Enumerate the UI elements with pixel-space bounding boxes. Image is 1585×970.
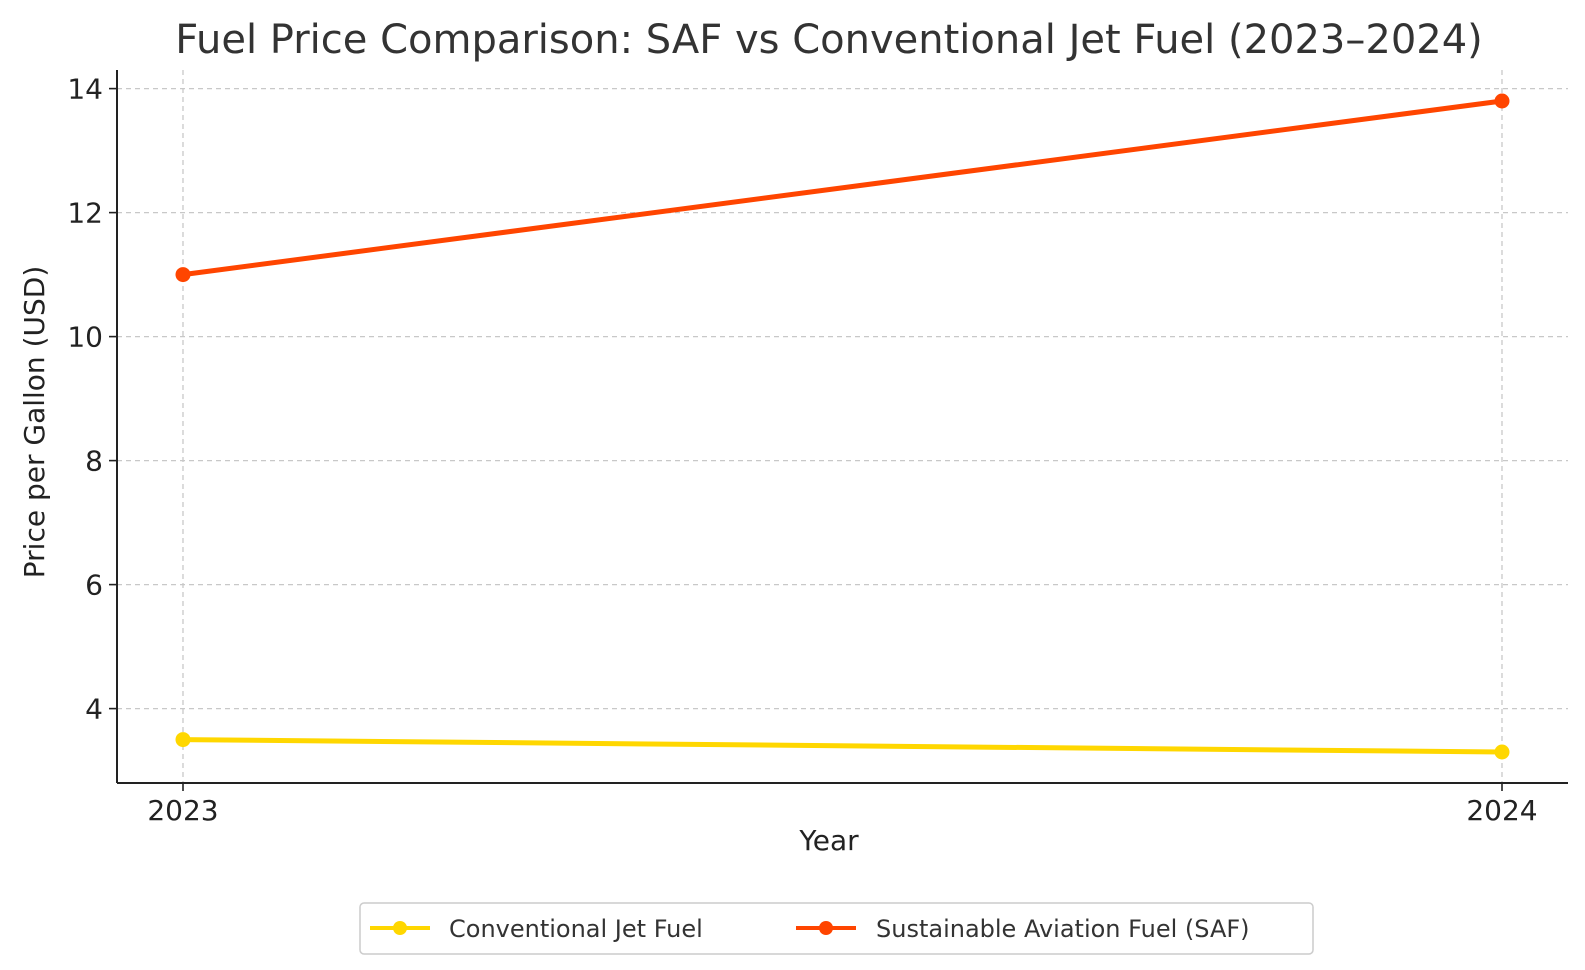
tick-labels: 4 6 8 10 12 14 2023 2024 [67,73,1537,827]
legend-label-conventional: Conventional Jet Fuel [449,915,703,943]
y-tick-label: 8 [85,445,103,478]
legend-item-conventional: Conventional Jet Fuel [370,915,703,943]
legend-marker-conventional [393,921,407,935]
x-axis-label: Year [798,824,859,857]
data-point-conventional [1494,744,1510,760]
data-point-conventional [175,732,191,748]
x-tick-label: 2023 [147,794,218,827]
y-tick-label: 14 [67,73,103,106]
legend: Conventional Jet Fuel Sustainable Aviati… [359,902,1314,955]
data-point-saf [1494,93,1510,109]
grid [117,70,1568,783]
legend-marker-saf [819,921,833,935]
legend-label-saf: Sustainable Aviation Fuel (SAF) [876,915,1250,943]
axes [109,70,1568,791]
y-tick-label: 10 [67,321,103,354]
data-point-saf [175,267,191,283]
x-tick-label: 2024 [1466,794,1537,827]
y-tick-label: 4 [85,693,103,726]
y-tick-label: 12 [67,197,103,230]
legend-item-saf: Sustainable Aviation Fuel (SAF) [796,915,1250,943]
chart-title: Fuel Price Comparison: SAF vs Convention… [175,17,1483,63]
y-tick-label: 6 [85,569,103,602]
y-axis-label: Price per Gallon (USD) [18,266,51,578]
series-lines [175,93,1510,760]
series-line-conventional [180,737,1505,755]
series-line-saf [180,98,1505,278]
